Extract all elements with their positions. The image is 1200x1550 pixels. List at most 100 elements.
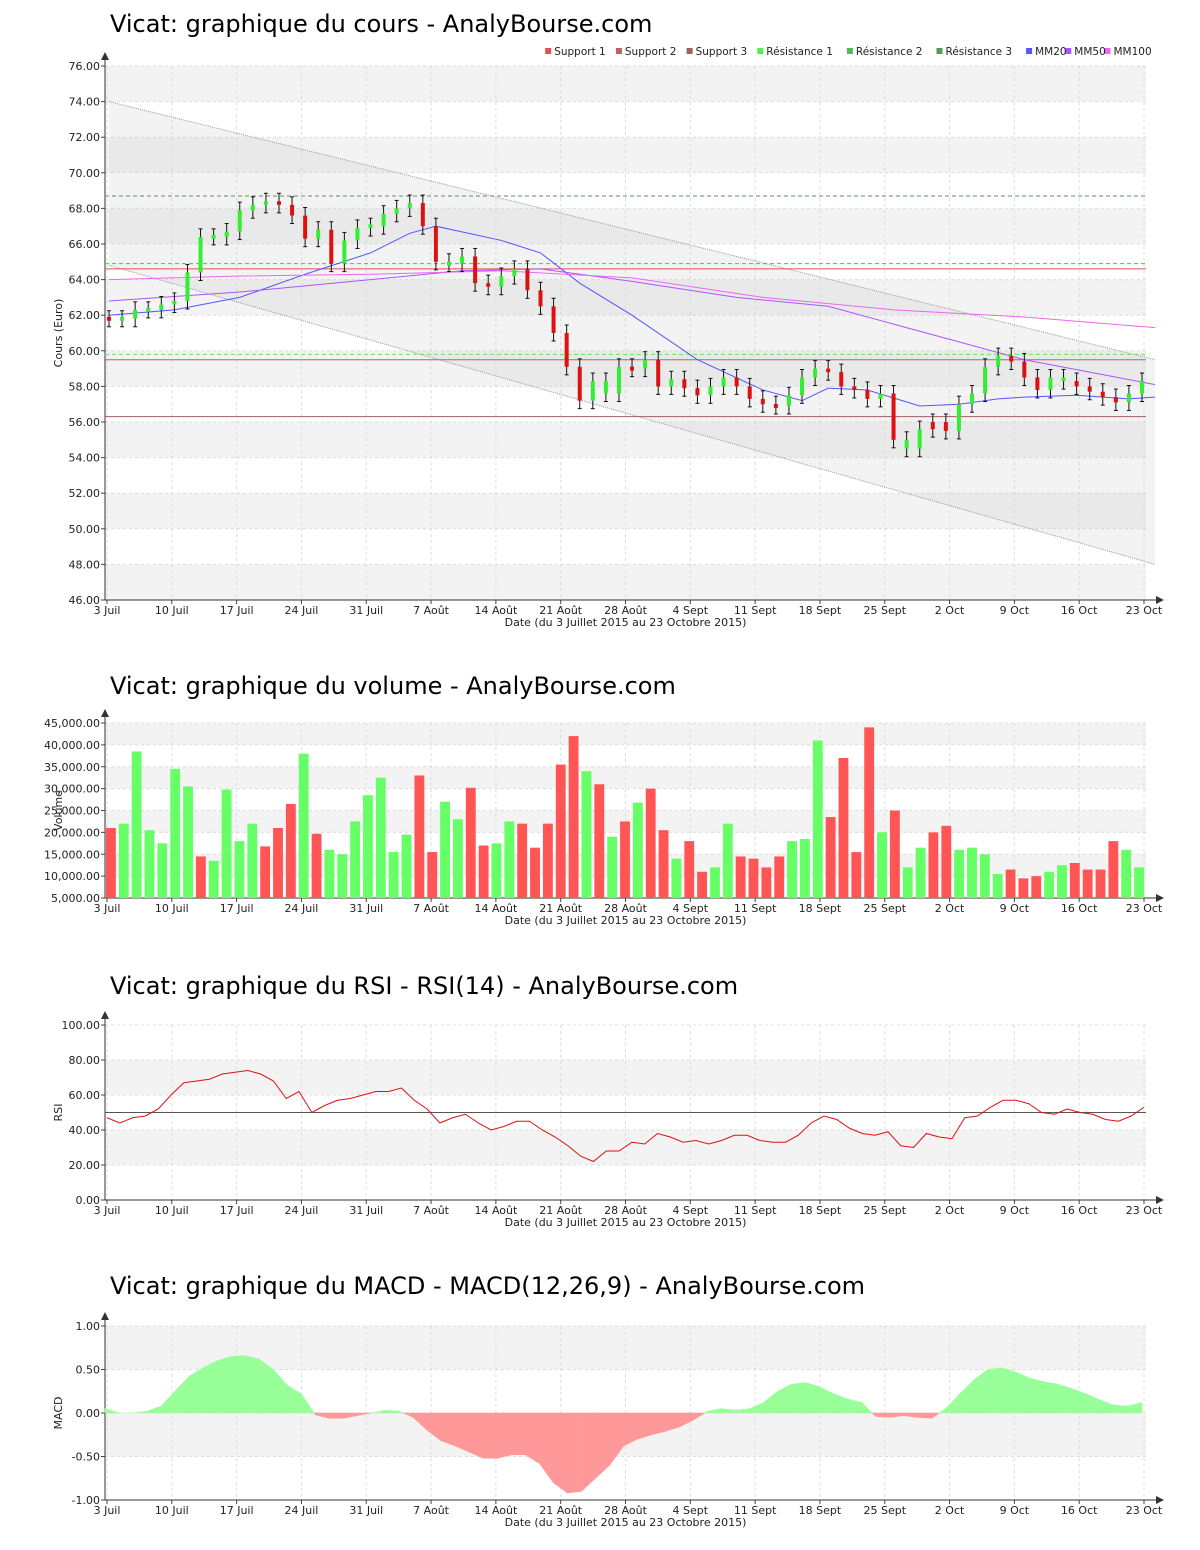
volume-bar-down — [273, 828, 283, 898]
rsi-chart: 100.00 80.00 60.00 40.00 20.00 0.003 Juil 10 J… — [52, 1011, 1164, 1229]
candle-down — [564, 333, 569, 367]
macd-area-positive — [188, 1367, 204, 1414]
candle-up — [800, 377, 805, 396]
x-tick-label: 10 Juil — [155, 1504, 189, 1517]
y-tick-label: 40,000.00 — [44, 739, 100, 752]
macd-area-positive — [749, 1402, 764, 1414]
macd-area-positive — [398, 1410, 404, 1414]
candle-up — [250, 204, 255, 211]
y-tick-label: -1.00 — [72, 1494, 100, 1507]
candle-up — [146, 307, 151, 312]
candle-down — [433, 226, 438, 262]
candle-up — [368, 224, 373, 229]
grid-band — [105, 208, 1146, 244]
y-tick-label: 48.00 — [69, 558, 101, 571]
candle-up — [316, 229, 321, 239]
y-axis-arrow — [101, 1011, 109, 1019]
candle-down — [525, 268, 530, 291]
volume-bar-up — [581, 771, 592, 898]
macd-area-positive — [847, 1398, 863, 1414]
macd-area-positive — [104, 1408, 120, 1414]
candle-down — [760, 398, 765, 405]
macd-area-positive — [1127, 1402, 1143, 1414]
macd-area-negative — [497, 1412, 512, 1459]
x-tick-label: 21 Août — [539, 902, 583, 915]
candle-up — [669, 379, 674, 387]
x-tick-label: 28 Août — [604, 1204, 648, 1217]
legend-label: Support 1 — [554, 46, 606, 58]
legend-swatch — [686, 48, 693, 54]
price-chart: 76.00 74.00 72.00 70.00 68.00 66.00 64.00 62.00… — [52, 46, 1164, 629]
y-tick-label: 60.00 — [69, 1089, 101, 1102]
macd-area-positive — [371, 1410, 386, 1414]
x-tick-label: 31 Juil — [349, 604, 383, 617]
macd-area-negative — [356, 1412, 372, 1416]
x-tick-label: 23 Oct — [1126, 604, 1163, 617]
candle-up — [1140, 381, 1144, 394]
candle-up — [342, 240, 347, 264]
grid-band — [105, 66, 1146, 102]
volume-bar-down — [542, 823, 553, 898]
volume-bar-down — [748, 858, 759, 898]
legend-label: MM20 — [1035, 46, 1066, 58]
moving-average-mm20 — [108, 225, 1156, 407]
candle-up — [996, 356, 1001, 367]
candle-down — [290, 204, 295, 216]
candle-up — [616, 366, 621, 394]
macd-area-negative — [483, 1412, 498, 1459]
macd-area-positive — [707, 1408, 722, 1414]
macd-area-positive — [945, 1393, 961, 1414]
y-tick-label: 62.00 — [69, 309, 101, 322]
x-tick-label: 7 Août — [413, 1204, 450, 1217]
macd-area-negative — [469, 1412, 484, 1459]
y-axis-label: Cours (Euro) — [52, 299, 65, 368]
price-panel: Vicat: graphique du cours - AnalyBourse.… — [0, 0, 1200, 640]
volume-bar-up — [388, 852, 399, 898]
volume-bar-up — [1121, 849, 1132, 898]
volume-bar-down — [864, 727, 875, 898]
volume-bar-down — [414, 775, 425, 898]
candle-down — [551, 306, 556, 333]
y-tick-label: 68.00 — [69, 202, 101, 215]
macd-area-positive — [286, 1384, 302, 1414]
macd-area-negative — [693, 1412, 706, 1421]
y-tick-label: 100.00 — [62, 1019, 101, 1032]
volume-bar-down — [889, 810, 900, 898]
volume-bar-up — [375, 777, 386, 898]
macd-area-negative — [441, 1412, 456, 1447]
volume-bar-down — [195, 856, 206, 898]
legend-label: Résistance 1 — [766, 46, 833, 58]
legend-label: Support 3 — [696, 46, 748, 58]
volume-bar-up — [967, 847, 977, 898]
macd-area-positive — [1099, 1399, 1115, 1414]
macd-area-positive — [703, 1410, 708, 1414]
x-tick-label: 28 Août — [604, 902, 648, 915]
x-tick-label: 9 Oct — [1000, 1504, 1030, 1517]
macd-area-positive — [721, 1408, 736, 1414]
candle-down — [420, 203, 425, 227]
candle-up — [1061, 377, 1066, 382]
y-tick-label: 54.00 — [69, 452, 101, 465]
price-chart-title: Vicat: graphique du cours - AnalyBourse.… — [110, 10, 653, 38]
legend-swatch — [1104, 48, 1111, 54]
macd-area-positive — [230, 1355, 246, 1414]
macd-area-positive — [202, 1360, 218, 1414]
legend-label: Résistance 2 — [856, 46, 923, 58]
legend-swatch — [615, 48, 622, 54]
macd-area-positive — [132, 1410, 148, 1414]
macd-area-positive — [1057, 1383, 1073, 1414]
macd-area-positive — [819, 1386, 835, 1414]
macd-area-negative — [511, 1412, 526, 1456]
candle-up — [460, 256, 465, 264]
candle-up — [917, 429, 922, 449]
candle-up — [721, 377, 726, 387]
candle-down — [276, 201, 281, 205]
x-tick-label: 10 Juil — [155, 1204, 189, 1217]
macd-area-negative — [455, 1412, 470, 1453]
candle-down — [303, 215, 308, 239]
volume-bar-down — [285, 803, 296, 898]
y-axis-arrow — [101, 709, 109, 717]
candle-up — [237, 210, 242, 232]
volume-bar-down — [697, 871, 708, 898]
candle-down — [682, 379, 687, 389]
